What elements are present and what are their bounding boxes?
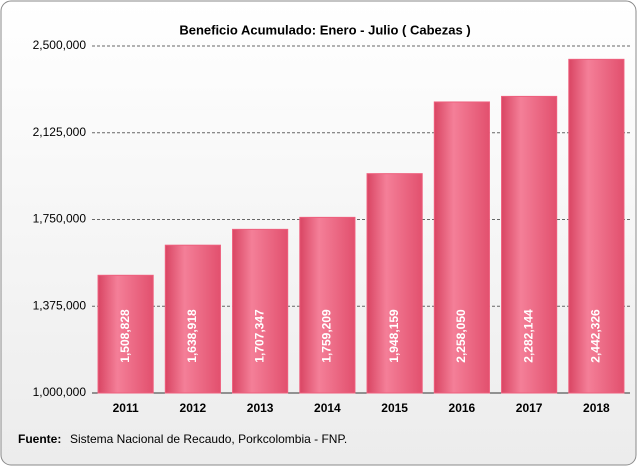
y-tick-label: 2,500,000 [33, 38, 87, 52]
bar [232, 228, 289, 394]
x-tick-label: 2013 [247, 401, 274, 415]
bar [164, 244, 221, 394]
x-tick-label: 2016 [449, 401, 476, 415]
y-tick-label: 1,000,000 [33, 385, 87, 399]
value-label: 2,282,144 [521, 309, 535, 363]
bar [433, 101, 490, 394]
value-label: 1,948,159 [387, 309, 401, 363]
chart-title: Beneficio Acumulado: Enero - Julio ( Cab… [179, 22, 470, 37]
bar [299, 216, 356, 394]
value-label: 1,707,347 [252, 309, 266, 363]
bar [366, 173, 423, 394]
bar [97, 274, 154, 394]
bar [568, 58, 625, 394]
x-tick-label: 2017 [516, 401, 543, 415]
x-tick-label: 2012 [180, 401, 207, 415]
x-tick-label: 2011 [113, 401, 139, 415]
y-tick-label: 2,125,000 [33, 125, 87, 139]
value-label: 2,442,326 [589, 309, 603, 363]
x-tick-label: 2014 [314, 401, 341, 415]
y-tick-label: 1,375,000 [33, 298, 87, 312]
value-label: 1,638,918 [185, 309, 199, 363]
value-label: 1,759,209 [320, 309, 334, 363]
value-label: 1,508,828 [118, 309, 132, 363]
source: Sistema Nacional de Recaudo, Porkcolombi… [70, 432, 347, 446]
bar [501, 95, 558, 394]
y-tick-label: 1,750,000 [33, 212, 87, 226]
x-tick-label: 2018 [583, 401, 610, 415]
x-tick-label: 2015 [381, 401, 408, 415]
value-label: 2,258,050 [454, 309, 468, 363]
source-label: Fuente: [18, 432, 61, 446]
